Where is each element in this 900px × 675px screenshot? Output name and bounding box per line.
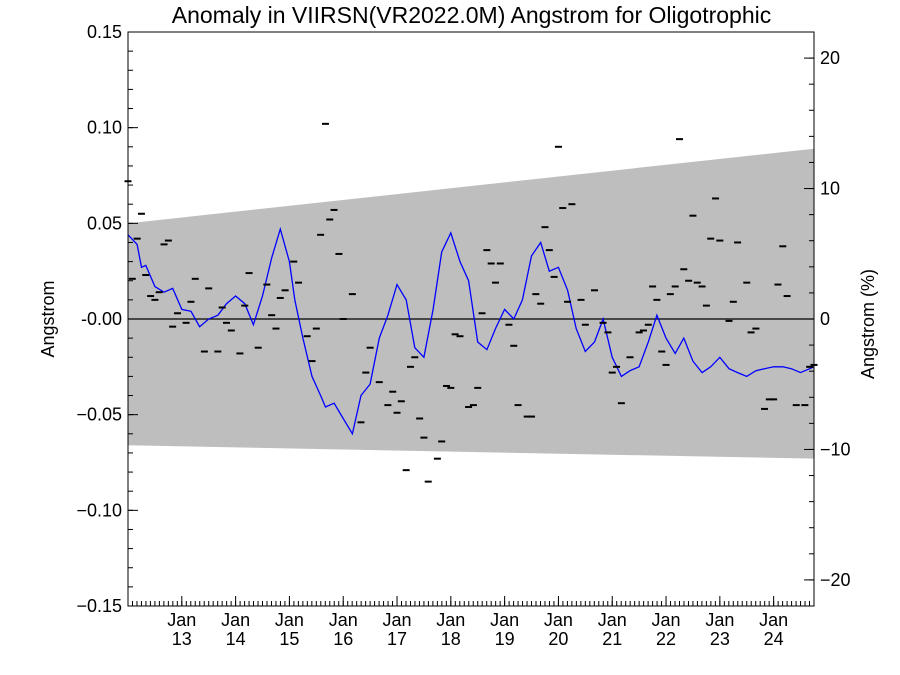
x-tick-month-label: Jan <box>759 610 788 630</box>
x-tick-year-label: 13 <box>172 629 192 649</box>
y-tick-label: 0.15 <box>87 22 122 42</box>
x-tick-month-label: Jan <box>436 610 465 630</box>
x-tick-year-label: 19 <box>495 629 515 649</box>
envelope-band <box>128 148 814 459</box>
x-tick-year-label: 23 <box>710 629 730 649</box>
x-tick-month-label: Jan <box>705 610 734 630</box>
x-tick-year-label: 24 <box>764 629 784 649</box>
x-tick-month-label: Jan <box>652 610 681 630</box>
x-tick-year-label: 15 <box>279 629 299 649</box>
y-tick-label: −0.05 <box>76 405 122 425</box>
y-right-tick-label: −20 <box>820 570 851 590</box>
y-tick-label: 0.05 <box>87 213 122 233</box>
x-tick-year-label: 16 <box>333 629 353 649</box>
y-right-tick-label: 0 <box>820 309 830 329</box>
y-tick-label: -0.00 <box>81 309 122 329</box>
y-right-tick-label: 20 <box>820 48 840 68</box>
y-right-tick-label: −10 <box>820 439 851 459</box>
x-tick-month-label: Jan <box>221 610 250 630</box>
y-tick-label: −0.10 <box>76 500 122 520</box>
x-tick-year-label: 20 <box>548 629 568 649</box>
x-tick-month-label: Jan <box>544 610 573 630</box>
x-tick-year-label: 22 <box>656 629 676 649</box>
x-tick-month-label: Jan <box>383 610 412 630</box>
x-tick-year-label: 14 <box>226 629 246 649</box>
x-tick-month-label: Jan <box>275 610 304 630</box>
y-tick-label: 0.10 <box>87 118 122 138</box>
x-tick-month-label: Jan <box>329 610 358 630</box>
y-axis-right-label: Angstrom (%) <box>858 269 878 379</box>
chart-title: Anomaly in VIIRSN(VR2022.0M) Angstrom fo… <box>171 2 772 28</box>
y-right-tick-label: 10 <box>820 179 840 199</box>
series-line <box>127 226 815 436</box>
x-tick-month-label: Jan <box>490 610 519 630</box>
x-tick-month-label: Jan <box>167 610 196 630</box>
x-tick-month-label: Jan <box>598 610 627 630</box>
x-tick-year-label: 17 <box>387 629 407 649</box>
y-axis-label: Angstrom <box>38 280 58 357</box>
x-tick-year-label: 18 <box>441 629 461 649</box>
x-tick-year-label: 21 <box>602 629 622 649</box>
y-tick-label: −0.15 <box>76 596 122 616</box>
